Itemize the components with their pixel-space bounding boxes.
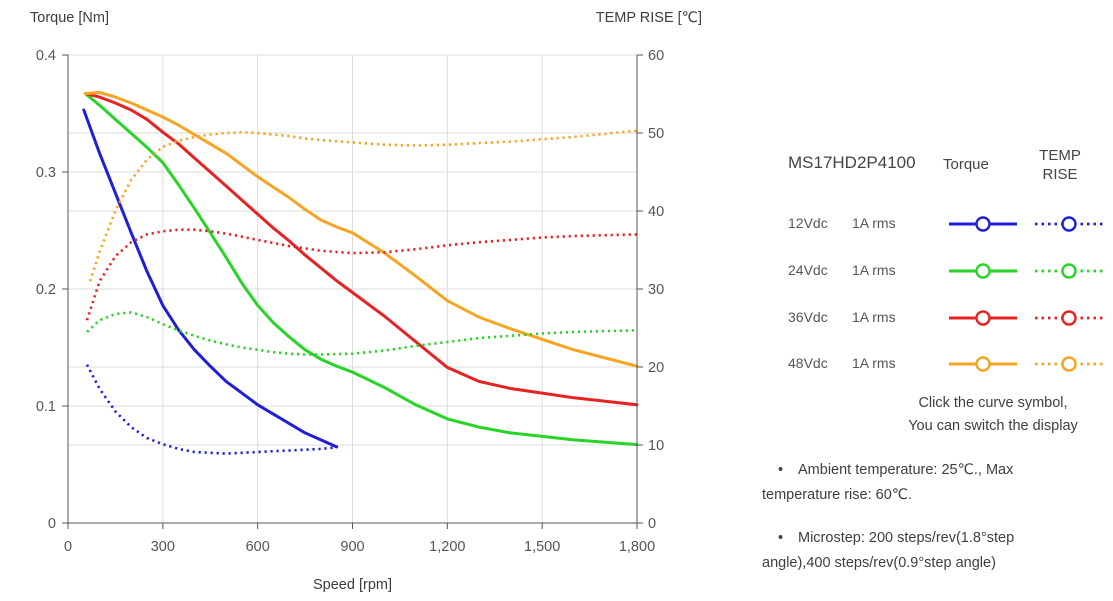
legend-current-label: 1A rms: [852, 355, 896, 371]
legend-symbol-temp-12v[interactable]: [1032, 212, 1106, 236]
axes: [62, 54, 643, 529]
x-axis-title: Speed [rpm]: [313, 577, 392, 593]
microstep-note-line2: angle),400 steps/rev(0.9°step angle): [762, 555, 996, 571]
legend-voltage-label: 36Vdc: [788, 309, 828, 325]
legend-row-24v: 24Vdc 1A rms: [788, 259, 1110, 285]
legend-voltage-label: 12Vdc: [788, 215, 828, 231]
ambient-note-line2: temperature rise: 60℃.: [762, 487, 913, 503]
legend-symbol-temp-24v[interactable]: [1032, 259, 1106, 283]
legend-column-temp-rise: TEMP RISE: [1028, 146, 1092, 184]
legend-column-temp-line2: RISE: [1042, 166, 1078, 183]
legend-symbol-torque-36v[interactable]: [946, 306, 1020, 330]
legend-column-torque: Torque: [943, 156, 989, 173]
legend-row-48v: 48Vdc 1A rms: [788, 352, 1110, 378]
y-left-tick-label: 0.2: [36, 282, 56, 298]
legend-voltage-label: 24Vdc: [788, 262, 828, 278]
curve-temp-24v: [86, 311, 638, 356]
axis-titles: Torque [Nm] TEMP RISE [℃] Speed [rpm]: [30, 10, 702, 593]
series: [82, 90, 639, 455]
legend-symbol-temp-36v[interactable]: [1032, 306, 1106, 330]
y-right-axis-title: TEMP RISE [℃]: [596, 10, 702, 26]
curve-torque-36v: [83, 92, 639, 407]
switch-note-line2: You can switch the display: [908, 418, 1078, 434]
x-tick-label: 300: [151, 539, 175, 555]
x-tick-label: 0: [64, 539, 72, 555]
legend-current-label: 1A rms: [852, 215, 896, 231]
curve-torque-48v: [83, 90, 639, 368]
y-left-tick-label: 0.3: [36, 165, 56, 181]
y-left-axis-title: Torque [Nm]: [30, 10, 109, 26]
legend-symbol-torque-48v[interactable]: [946, 352, 1020, 376]
y-right-tick-label: 30: [648, 282, 664, 298]
legend-row-12v: 12Vdc 1A rms: [788, 212, 1110, 238]
ambient-note: • Ambient temperature: 25℃., Max temperat…: [762, 458, 1113, 508]
microstep-note-line1: Microstep: 200 steps/rev(1.8°step: [798, 530, 1015, 546]
legend-column-temp-line1: TEMP: [1039, 147, 1081, 164]
y-right-tick-label: 0: [648, 516, 656, 532]
bullet-icon: •: [778, 462, 784, 478]
x-tick-label: 600: [246, 539, 270, 555]
x-tick-label: 900: [340, 539, 364, 555]
curve-temp-36v: [85, 228, 638, 321]
x-tick-label: 1,800: [619, 539, 655, 555]
y-right-tick-label: 10: [648, 438, 664, 454]
y-right-tick-label: 20: [648, 360, 664, 376]
curve-temp-12v: [85, 364, 337, 455]
y-left-tick-label: 0: [48, 516, 56, 532]
ambient-note-line1: Ambient temperature: 25℃., Max: [798, 462, 1014, 478]
legend-symbol-torque-12v[interactable]: [946, 212, 1020, 236]
y-left-tick-label: 0.4: [36, 48, 56, 64]
legend-symbol-torque-24v[interactable]: [946, 259, 1020, 283]
legend-row-36v: 36Vdc 1A rms: [788, 306, 1110, 332]
switch-note-line1: Click the curve symbol,: [918, 395, 1068, 411]
legend-voltage-label: 48Vdc: [788, 355, 828, 371]
curve-torque-24v: [83, 92, 639, 447]
y-right-tick-label: 50: [648, 126, 664, 142]
legend-current-label: 1A rms: [852, 309, 896, 325]
curve-torque-12v: [82, 108, 339, 449]
legend-model-name: MS17HD2P4100: [788, 153, 916, 172]
legend-current-label: 1A rms: [852, 262, 896, 278]
x-tick-label: 1,200: [429, 539, 465, 555]
bullet-icon: •: [778, 530, 784, 546]
x-tick-label: 1,500: [524, 539, 560, 555]
y-right-tick-label: 60: [648, 48, 664, 64]
legend-symbol-temp-48v[interactable]: [1032, 352, 1106, 376]
gridlines: [68, 54, 637, 523]
y-right-tick-label: 40: [648, 204, 664, 220]
y-left-tick-label: 0.1: [36, 399, 56, 415]
curve-temp-48v: [88, 129, 638, 282]
microstep-note: • Microstep: 200 steps/rev(1.8°step angle…: [762, 526, 1113, 576]
switch-display-note: Click the curve symbol, You can switch t…: [872, 392, 1113, 438]
